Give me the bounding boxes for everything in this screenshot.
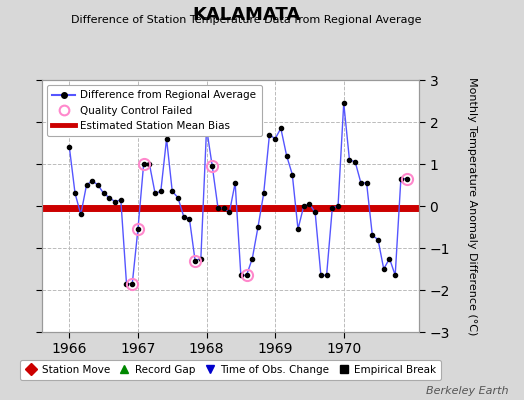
Text: Difference of Station Temperature Data from Regional Average: Difference of Station Temperature Data f…: [71, 15, 421, 25]
Legend: Difference from Regional Average, Quality Control Failed, Estimated Station Mean: Difference from Regional Average, Qualit…: [47, 85, 261, 136]
Text: KALAMATA: KALAMATA: [192, 6, 300, 24]
Text: Berkeley Earth: Berkeley Earth: [426, 386, 508, 396]
Legend: Station Move, Record Gap, Time of Obs. Change, Empirical Break: Station Move, Record Gap, Time of Obs. C…: [19, 360, 442, 380]
Y-axis label: Monthly Temperature Anomaly Difference (°C): Monthly Temperature Anomaly Difference (…: [467, 77, 477, 335]
